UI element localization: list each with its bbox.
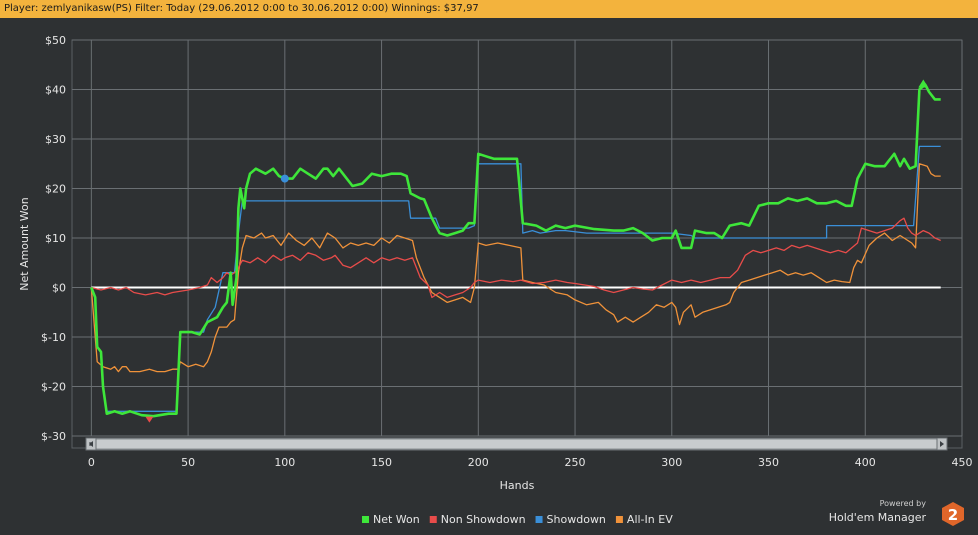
x-tick-label: 450: [952, 456, 973, 469]
x-tick-label: 300: [661, 456, 682, 469]
logo-digit: 2: [948, 506, 958, 524]
powered-by-text: Powered by: [879, 499, 926, 508]
hem-branding: Powered by Hold'em Manager 2: [829, 499, 966, 529]
legend-swatch-net-won: [362, 516, 369, 523]
hem-logo-icon: 2: [942, 502, 964, 526]
logo-hexagon: [942, 502, 964, 526]
x-tick-label: 0: [88, 456, 95, 469]
legend-label-net-won: Net Won: [373, 513, 420, 526]
y-tick-label: $-20: [41, 381, 66, 394]
x-axis-title: Hands: [500, 479, 535, 492]
x-tick-label: 350: [758, 456, 779, 469]
chart-info-bar: Player: zemlyanikasw(PS) Filter: Today (…: [0, 0, 978, 18]
x-tick-label: 150: [371, 456, 392, 469]
legend: Net Won Non Showdown Showdown All-In EV: [362, 513, 673, 526]
y-axis-ticks: $-30 $-20 $-10 $0 $10 $20 $30 $40 $50: [41, 34, 66, 443]
series-line-net-won: [90, 83, 941, 418]
scrollbar-grip-icon: [89, 442, 93, 446]
winnings-chart: $-30 $-20 $-10 $0 $10 $20 $30 $40 $50 0 50 100 150 2…: [18, 34, 973, 526]
x-tick-label: 100: [274, 456, 295, 469]
legend-label-all-in-ev: All-In EV: [627, 513, 673, 526]
product-name: Hold'em Manager: [828, 511, 926, 524]
showdown-marker: [280, 174, 289, 183]
legend-swatch-showdown: [535, 516, 543, 523]
horizontal-scrollbar[interactable]: [85, 437, 948, 451]
series-lines: [90, 83, 941, 418]
legend-label-non-showdown: Non Showdown: [441, 513, 526, 526]
y-tick-label: $0: [52, 282, 66, 295]
series-markers: [145, 79, 929, 423]
legend-label-showdown: Showdown: [547, 513, 606, 526]
legend-swatch-non-showdown: [429, 516, 437, 523]
scrollbar-thumb[interactable]: [95, 438, 938, 450]
scroll-right-icon: [940, 441, 944, 447]
y-tick-label: $-10: [41, 331, 66, 344]
net-won-peak-marker: [918, 79, 929, 88]
grid-lines: [72, 39, 963, 437]
y-axis-title: Net Amount Won: [18, 197, 31, 290]
x-tick-label: 400: [855, 456, 876, 469]
y-tick-label: $10: [45, 232, 66, 245]
plot-area: [71, 39, 963, 449]
chart-info-text: Player: zemlyanikasw(PS) Filter: Today (…: [4, 3, 479, 14]
y-tick-label: $40: [45, 84, 66, 97]
x-tick-label: 50: [181, 456, 195, 469]
y-tick-label: $30: [45, 133, 66, 146]
y-tick-label: $-30: [41, 430, 66, 443]
series-line-all-in-ev: [90, 163, 941, 373]
x-axis-ticks: 0 50 100 150 200 250 300 350 400 450: [88, 456, 973, 469]
y-tick-label: $50: [45, 34, 66, 47]
x-tick-label: 200: [468, 456, 489, 469]
y-tick-label: $20: [45, 183, 66, 196]
x-tick-label: 250: [565, 456, 586, 469]
non-showdown-low-marker: [145, 416, 154, 423]
legend-swatch-all-in-ev: [615, 516, 623, 523]
